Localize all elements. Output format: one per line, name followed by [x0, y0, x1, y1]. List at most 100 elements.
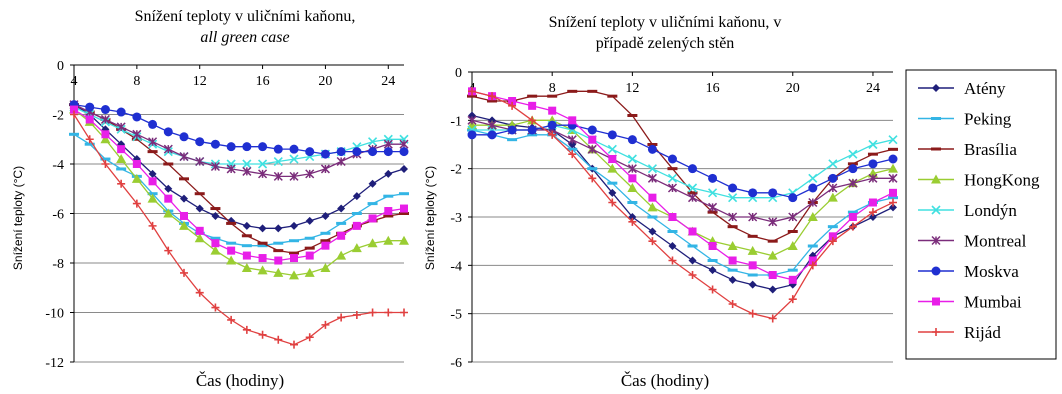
- data-point: [688, 164, 698, 174]
- data-point: [273, 267, 284, 277]
- legend-label: Peking: [964, 110, 1012, 129]
- data-point: [148, 169, 157, 178]
- legend-marker: [931, 147, 941, 151]
- data-point: [148, 221, 157, 230]
- data-point: [368, 308, 377, 317]
- data-point: [383, 139, 393, 149]
- data-point: [627, 154, 637, 164]
- data-point: [847, 162, 858, 166]
- data-point: [305, 216, 314, 225]
- x-tick-label: 8: [133, 74, 140, 89]
- series-Rijád: [70, 110, 408, 349]
- right-chart-series: [467, 87, 898, 323]
- series-Rijád: [468, 87, 897, 323]
- data-point: [828, 237, 837, 246]
- data-point: [337, 204, 346, 213]
- data-point: [194, 233, 205, 243]
- data-point: [848, 222, 857, 231]
- data-point: [787, 241, 798, 250]
- data-point: [527, 133, 538, 137]
- data-point: [808, 173, 818, 183]
- data-point: [728, 300, 737, 308]
- data-point: [708, 188, 718, 198]
- data-point: [868, 139, 878, 150]
- data-point: [727, 225, 738, 229]
- data-point: [352, 192, 361, 201]
- x-tick-label: 12: [193, 74, 207, 89]
- data-point: [289, 270, 299, 280]
- legend: Atény Peking Brasília HongKong Londýn Montrea…: [905, 69, 1057, 360]
- data-point: [587, 144, 597, 154]
- series-line: [73, 104, 405, 229]
- y-tick-label: -6: [450, 356, 462, 371]
- data-point: [352, 147, 362, 157]
- data-point: [647, 202, 658, 212]
- data-point: [132, 112, 142, 122]
- legend-marker: [931, 205, 941, 215]
- data-point: [101, 130, 110, 139]
- data-point: [647, 164, 657, 174]
- data-point: [868, 159, 878, 169]
- data-point: [147, 150, 158, 154]
- data-point: [85, 115, 94, 124]
- data-point: [848, 149, 858, 159]
- data-point: [384, 308, 393, 317]
- data-point: [195, 226, 204, 235]
- data-point: [688, 256, 697, 265]
- data-point: [116, 122, 126, 132]
- x-tick-label: 20: [318, 74, 332, 89]
- legend-item-Mumbai: Mumbai: [918, 293, 1022, 312]
- data-point: [548, 130, 557, 139]
- data-point: [667, 183, 678, 193]
- data-point: [868, 213, 877, 221]
- series-line: [73, 104, 405, 254]
- data-point: [567, 89, 578, 93]
- data-point: [828, 232, 837, 241]
- legend-marker: [931, 117, 941, 120]
- data-point: [728, 212, 738, 222]
- data-point: [647, 144, 657, 154]
- x-tick-label: 8: [549, 81, 556, 96]
- legend-item-Brasília: Brasília: [918, 140, 1017, 159]
- data-point: [210, 161, 220, 172]
- left-chart-y-axis-label: Snížení teploty (°C): [11, 166, 25, 270]
- data-point: [226, 255, 237, 265]
- data-point: [399, 212, 409, 215]
- legend-item-Atény: Atény: [918, 79, 1006, 98]
- data-point: [668, 213, 677, 221]
- data-point: [289, 144, 299, 154]
- data-point: [321, 320, 330, 329]
- data-point: [748, 188, 758, 198]
- data-point: [627, 164, 637, 174]
- data-point: [668, 242, 677, 250]
- data-point: [888, 147, 898, 151]
- legend-label: Montreal: [964, 232, 1027, 251]
- data-point: [351, 243, 362, 253]
- legend-label: Londýn: [964, 201, 1017, 220]
- data-point: [848, 178, 858, 188]
- data-point: [607, 94, 618, 98]
- data-point: [647, 173, 657, 183]
- data-point: [808, 261, 817, 270]
- data-point: [608, 188, 617, 197]
- data-point: [384, 207, 393, 216]
- data-point: [889, 198, 897, 207]
- x-tick-label: 24: [381, 74, 395, 89]
- left-chart-title: Snížení teploty v uličními kaňonu,: [135, 8, 356, 25]
- data-point: [195, 288, 204, 297]
- data-point: [867, 152, 878, 156]
- data-point: [101, 160, 110, 168]
- data-point: [351, 212, 362, 215]
- x-tick-label: 20: [786, 81, 800, 96]
- data-point: [242, 166, 252, 176]
- data-point: [687, 183, 698, 193]
- data-point: [787, 230, 798, 233]
- data-point: [274, 224, 283, 233]
- data-point: [70, 110, 78, 119]
- data-point: [148, 177, 157, 186]
- data-point: [226, 241, 237, 245]
- data-point: [257, 244, 268, 248]
- data-point: [100, 114, 110, 124]
- data-point: [608, 198, 617, 207]
- data-point: [487, 130, 497, 140]
